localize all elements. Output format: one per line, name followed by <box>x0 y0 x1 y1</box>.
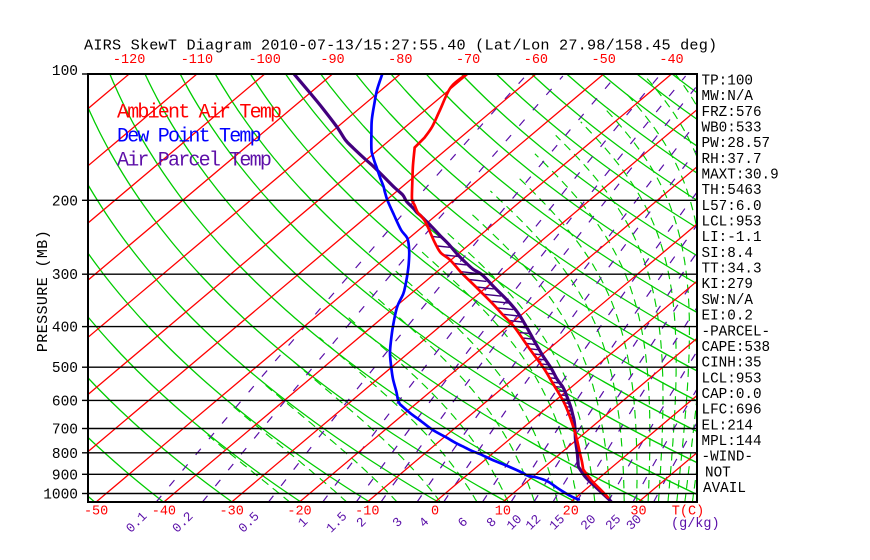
svg-text:NOT: NOT <box>705 465 731 481</box>
svg-text:Air Parcel Temp: Air Parcel Temp <box>117 150 271 173</box>
svg-text:KI:279: KI:279 <box>702 277 753 293</box>
svg-text:300: 300 <box>52 268 78 284</box>
svg-text:AIRS SkewT Diagram 2010-07-13/: AIRS SkewT Diagram 2010-07-13/15:27:55.4… <box>84 37 717 55</box>
svg-text:TP:100: TP:100 <box>702 73 753 89</box>
svg-text:TT:34.3: TT:34.3 <box>702 262 762 278</box>
svg-text:20: 20 <box>563 505 579 520</box>
svg-text:30: 30 <box>630 505 646 520</box>
svg-text:-WIND-: -WIND- <box>702 450 753 466</box>
svg-text:-70: -70 <box>456 53 480 68</box>
svg-text:600: 600 <box>52 394 78 410</box>
svg-text:-PARCEL-: -PARCEL- <box>702 324 771 340</box>
svg-text:900: 900 <box>52 468 78 484</box>
svg-text:MAXT:30.9: MAXT:30.9 <box>702 168 779 184</box>
svg-text:CINH:35: CINH:35 <box>702 356 762 372</box>
svg-text:FRZ:576: FRZ:576 <box>702 105 762 121</box>
svg-text:-110: -110 <box>181 53 213 68</box>
svg-text:Dew Point Temp: Dew Point Temp <box>117 126 261 149</box>
svg-text:1000: 1000 <box>43 488 78 504</box>
svg-text:LCL:953: LCL:953 <box>702 215 762 231</box>
svg-text:SW:N/A: SW:N/A <box>702 293 754 309</box>
svg-text:EI:0.2: EI:0.2 <box>702 309 753 325</box>
svg-text:500: 500 <box>52 361 78 377</box>
svg-text:MW:N/A: MW:N/A <box>702 89 754 105</box>
svg-text:(g/kg): (g/kg) <box>671 517 720 532</box>
svg-text:-30: -30 <box>220 505 244 520</box>
svg-text:EL:214: EL:214 <box>702 418 753 434</box>
svg-text:TH:5463: TH:5463 <box>702 183 762 199</box>
svg-text:-60: -60 <box>524 53 548 68</box>
svg-text:0: 0 <box>431 505 439 520</box>
svg-text:-100: -100 <box>248 53 280 68</box>
svg-text:PRESSURE (MB): PRESSURE (MB) <box>35 230 52 352</box>
svg-text:400: 400 <box>52 321 78 337</box>
svg-text:CAP:0.0: CAP:0.0 <box>702 387 762 403</box>
svg-text:Ambient Air Temp: Ambient Air Temp <box>117 102 281 125</box>
svg-text:LFC:696: LFC:696 <box>702 403 762 419</box>
svg-text:CAPE:538: CAPE:538 <box>702 340 771 356</box>
svg-text:-120: -120 <box>113 53 145 68</box>
svg-text:-40: -40 <box>152 505 176 520</box>
svg-text:L57:6.0: L57:6.0 <box>702 199 762 215</box>
svg-text:100: 100 <box>52 64 78 80</box>
svg-text:LI:-1.1: LI:-1.1 <box>702 230 762 246</box>
svg-text:PW:28.57: PW:28.57 <box>702 136 771 152</box>
svg-text:-20: -20 <box>287 505 311 520</box>
svg-text:800: 800 <box>52 447 78 463</box>
svg-text:-80: -80 <box>388 53 412 68</box>
svg-text:-50: -50 <box>592 53 616 68</box>
svg-text:-10: -10 <box>355 505 379 520</box>
svg-text:T(C): T(C) <box>672 505 704 520</box>
svg-text:MPL:144: MPL:144 <box>702 434 762 450</box>
svg-text:AVAIL: AVAIL <box>703 481 746 497</box>
svg-text:-40: -40 <box>659 53 683 68</box>
svg-text:700: 700 <box>52 423 78 439</box>
svg-text:LCL:953: LCL:953 <box>702 371 762 387</box>
svg-text:200: 200 <box>52 194 78 210</box>
svg-text:10: 10 <box>495 505 511 520</box>
svg-text:RH:37.7: RH:37.7 <box>702 152 762 168</box>
svg-text:WB0:533: WB0:533 <box>702 120 762 136</box>
svg-text:-90: -90 <box>320 53 344 68</box>
svg-text:SI:8.4: SI:8.4 <box>702 246 753 262</box>
svg-text:-50: -50 <box>84 505 108 520</box>
